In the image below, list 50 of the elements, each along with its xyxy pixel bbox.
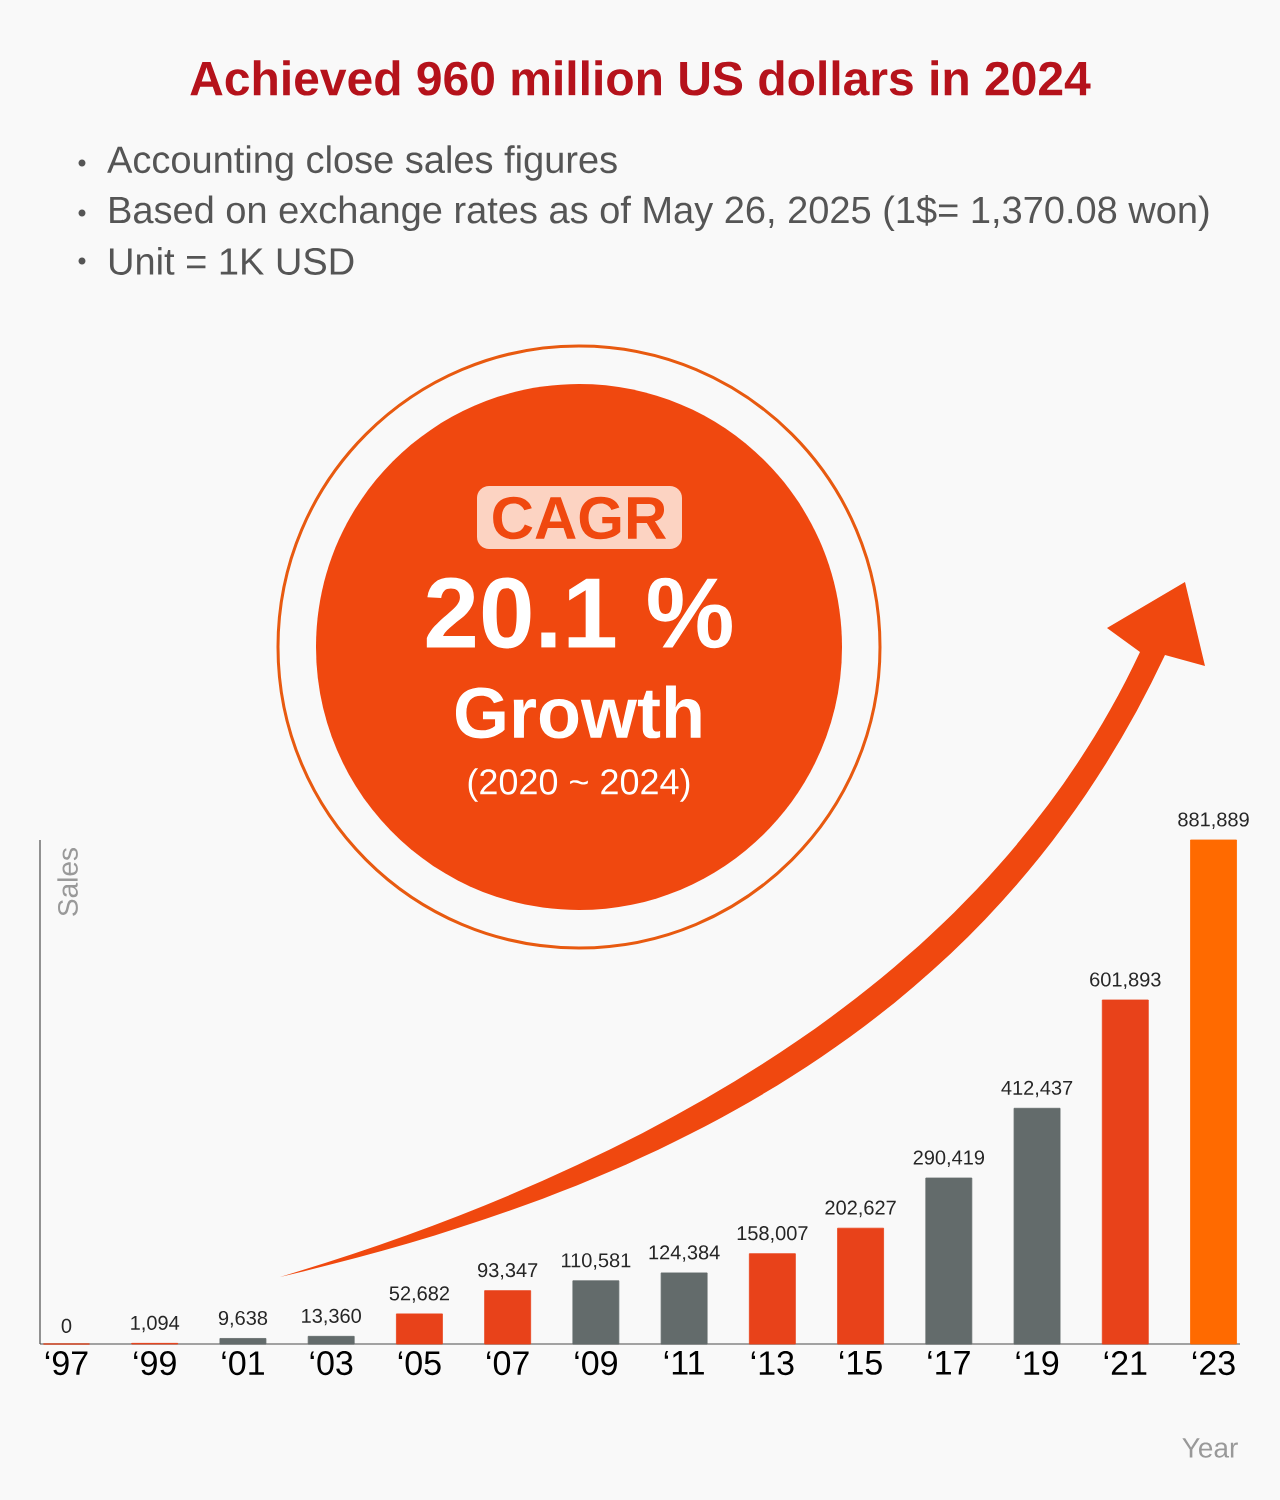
x-tick-label: ‘05 <box>398 1351 441 1376</box>
data-label: 601,893 <box>1090 972 1161 989</box>
data-label: 1,094 <box>131 1315 180 1333</box>
data-label: 9,638 <box>218 1310 268 1328</box>
data-label: 110,581 <box>562 1253 631 1270</box>
bar <box>1190 839 1237 1345</box>
text: Based on exchange rates as of May 26, 2025 (1$= 1,370.08 won) <box>110 195 1209 231</box>
x-tick-label: ‘23 <box>1192 1351 1235 1376</box>
text: Accounting close sales figures <box>107 145 617 181</box>
x-axis-title: Year <box>1182 1438 1238 1458</box>
x-tick-label: ‘15 <box>840 1351 882 1375</box>
bar <box>1101 999 1149 1345</box>
data-label: 881,889 <box>1178 812 1249 829</box>
text: (2020 ~ 2024) <box>468 768 690 802</box>
x-tick-label: ‘97 <box>45 1351 88 1376</box>
bar <box>748 1253 796 1345</box>
x-tick-label: ‘07 <box>487 1351 529 1376</box>
data-label: 52,682 <box>389 1286 449 1303</box>
bar <box>396 1313 443 1345</box>
data-label: 158,007 <box>737 1226 808 1243</box>
chart-title: Achieved 960 million US dollars in 2024 <box>190 60 1091 96</box>
x-tick-label: ‘11 <box>664 1351 704 1375</box>
data-label: 412,437 <box>1001 1080 1073 1098</box>
bar <box>572 1280 620 1345</box>
data-label: 290,419 <box>913 1150 985 1167</box>
data-label: 93,347 <box>478 1263 538 1280</box>
bar <box>1013 1107 1061 1345</box>
data-label: 13,360 <box>302 1308 361 1326</box>
bar <box>660 1272 708 1345</box>
bar <box>837 1227 884 1345</box>
text: Growth <box>455 685 701 739</box>
x-tick-label: ‘17 <box>928 1351 970 1375</box>
data-label: 124,384 <box>649 1245 720 1262</box>
x-tick-label: ‘19 <box>1016 1351 1059 1376</box>
x-tick-label: ‘21 <box>1104 1351 1147 1375</box>
data-label: 202,627 <box>825 1200 896 1218</box>
text: CAGR <box>493 496 667 540</box>
bar <box>307 1335 355 1345</box>
x-tick-label: ‘13 <box>751 1351 794 1376</box>
bar <box>925 1177 973 1345</box>
bar <box>484 1290 532 1345</box>
x-tick-label: ‘09 <box>575 1351 617 1376</box>
x-tick-label: ‘99 <box>134 1351 176 1376</box>
x-tick-label: ‘01 <box>222 1351 264 1376</box>
text: 20.1 % <box>426 577 732 649</box>
text: Unit = 1K USD <box>109 247 354 275</box>
x-tick-label: ‘03 <box>310 1351 353 1376</box>
bar <box>219 1338 267 1345</box>
data-label: 0 <box>61 1318 72 1333</box>
y-axis-title: Sales <box>57 848 78 916</box>
